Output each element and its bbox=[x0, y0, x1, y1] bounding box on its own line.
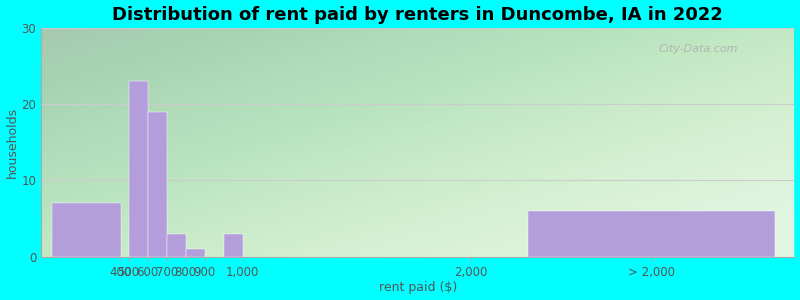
Bar bbox=[186, 249, 205, 256]
Y-axis label: households: households bbox=[6, 107, 18, 178]
Title: Distribution of rent paid by renters in Duncombe, IA in 2022: Distribution of rent paid by renters in … bbox=[112, 6, 723, 24]
Bar bbox=[528, 211, 775, 256]
X-axis label: rent paid ($): rent paid ($) bbox=[378, 281, 457, 294]
Text: City-Data.com: City-Data.com bbox=[659, 44, 738, 54]
Bar bbox=[148, 112, 166, 256]
Bar bbox=[224, 234, 242, 256]
Bar bbox=[166, 234, 186, 256]
Bar bbox=[129, 81, 148, 256]
Bar bbox=[53, 203, 121, 256]
